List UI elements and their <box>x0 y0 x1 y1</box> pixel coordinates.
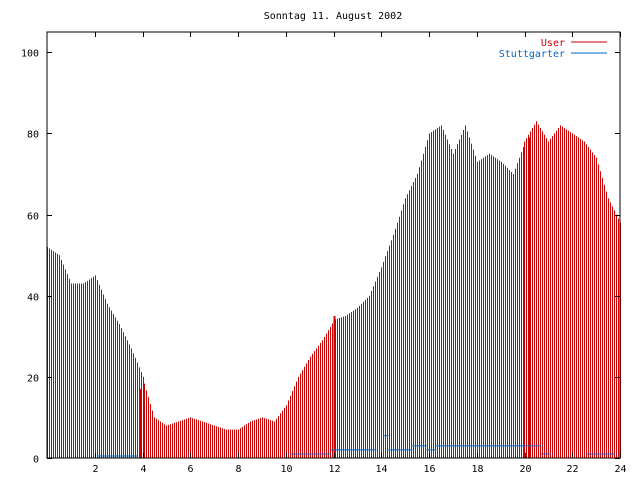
user-bars <box>47 121 621 458</box>
x-tick-label: 10 <box>280 464 292 475</box>
chart-title: Sonntag 11. August 2002 <box>264 11 402 22</box>
y-axis: 0 20 40 60 80 100 <box>21 49 620 466</box>
x-tick-label: 4 <box>140 464 146 475</box>
y-tick-label: 20 <box>27 374 39 385</box>
x-tick-label: 12 <box>328 464 340 475</box>
legend-label-user: User <box>541 38 565 49</box>
legend: User Stuttgarter <box>499 38 607 60</box>
y-tick-label: 40 <box>27 293 39 304</box>
x-tick-label: 18 <box>471 464 483 475</box>
x-tick-label: 8 <box>235 464 241 475</box>
x-tick-label: 2 <box>92 464 98 475</box>
user-spikes <box>139 137 531 458</box>
x-tick-label: 20 <box>519 464 531 475</box>
y-tick-label: 100 <box>21 49 39 60</box>
x-tick-label: 22 <box>566 464 578 475</box>
x-tick-label: 16 <box>423 464 435 475</box>
x-tick-label: 6 <box>187 464 193 475</box>
x-tick-label: 24 <box>614 464 626 475</box>
x-tick-label: 14 <box>375 464 387 475</box>
y-tick-label: 0 <box>33 455 39 466</box>
legend-label-stuttgarter: Stuttgarter <box>499 49 565 60</box>
y-tick-label: 60 <box>27 212 39 223</box>
plot-frame <box>46 31 621 459</box>
y-tick-label: 80 <box>27 130 39 141</box>
x-axis: 2 4 6 8 10 12 14 16 18 20 22 24 <box>92 32 627 475</box>
stuttgarter-steps <box>97 435 616 457</box>
